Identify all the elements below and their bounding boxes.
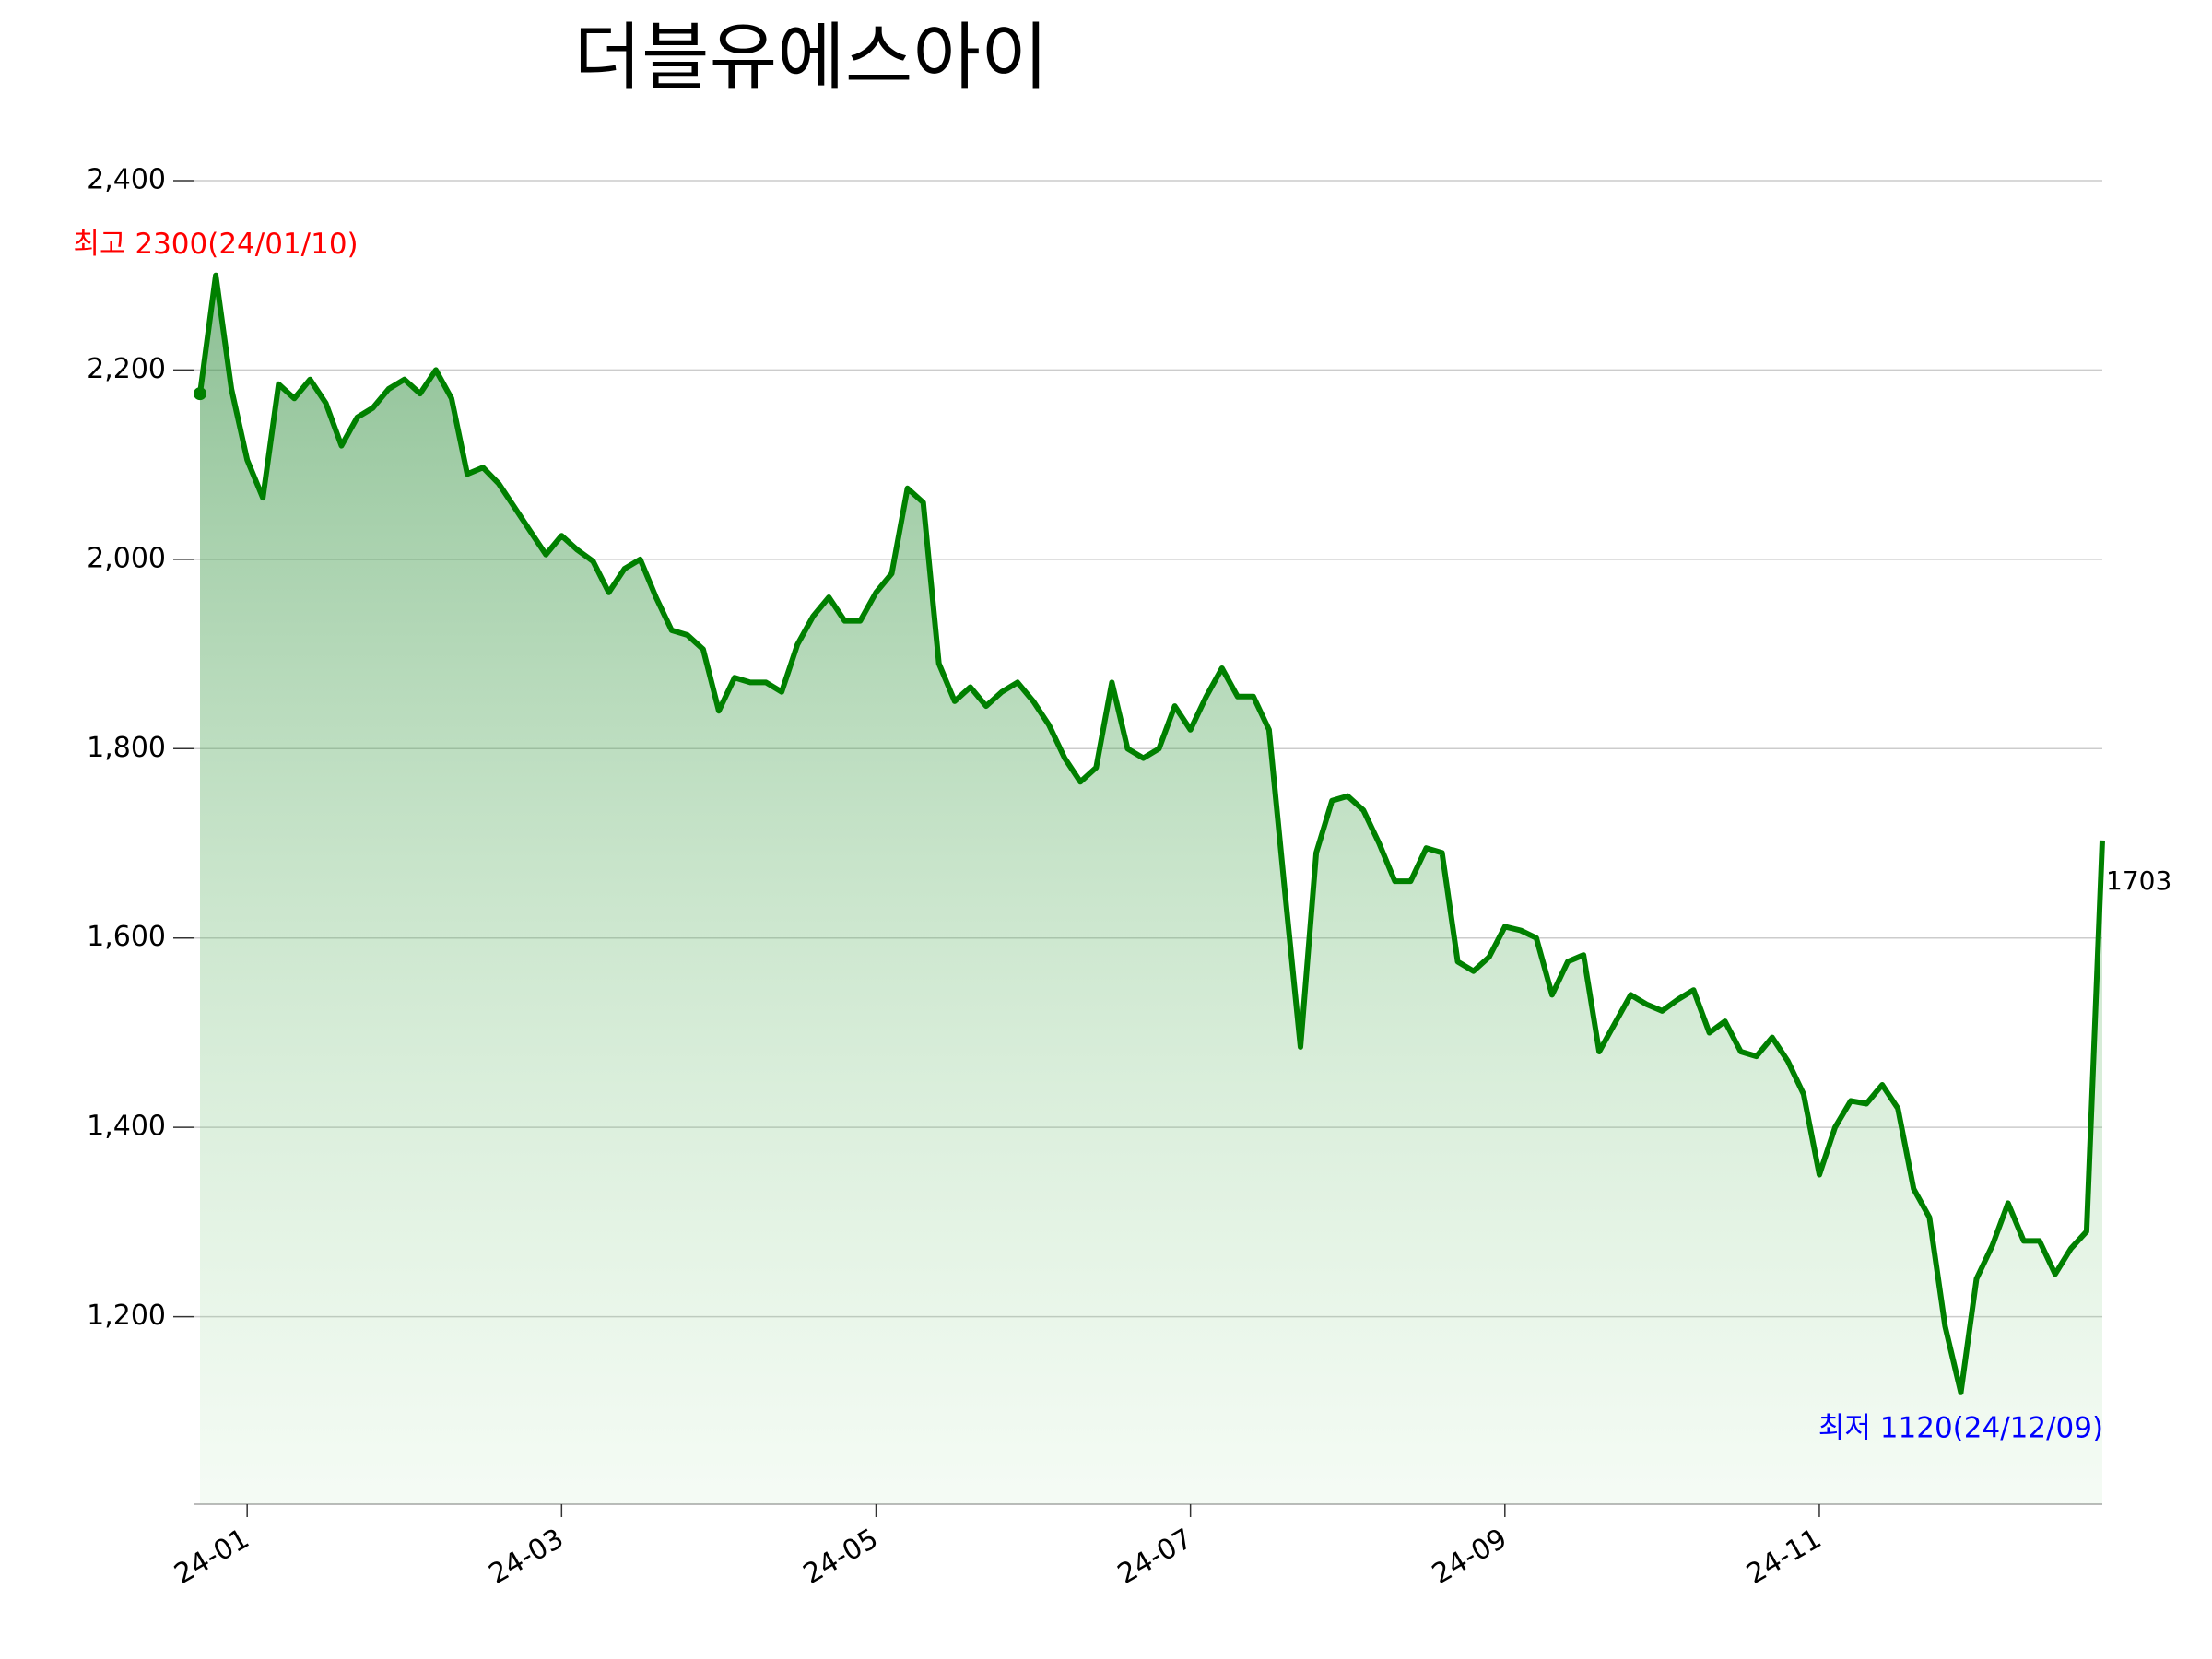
x-tick-label: 24-09 [1427, 1523, 1512, 1591]
chart-title: 더블유에스아이 [573, 15, 1048, 100]
y-tick-label: 1,800 [87, 732, 166, 764]
y-tick-label: 1,400 [87, 1111, 166, 1143]
area [200, 275, 2102, 1505]
max-annotation: 최고 2300(24/01/10) [73, 228, 358, 261]
line [197, 272, 2105, 1395]
y-tick-label: 2,200 [87, 353, 166, 385]
y-tick-label: 1,200 [87, 1300, 166, 1332]
x-tick-label: 24-07 [1112, 1523, 1198, 1591]
last-value-label: 1703 [2106, 865, 2171, 896]
x-tick-label: 24-11 [1741, 1523, 1827, 1591]
x-tick-label: 24-05 [798, 1523, 884, 1591]
start-marker [194, 387, 206, 401]
x-tick-label: 24-03 [484, 1523, 570, 1591]
y-tick-label: 2,400 [87, 164, 166, 196]
x-tick-label: 24-01 [169, 1523, 254, 1591]
y-tick-label: 2,000 [87, 542, 166, 574]
min-annotation: 최저 1120(24/12/09) [1818, 1411, 2103, 1444]
y-tick-label: 1,600 [87, 921, 166, 953]
